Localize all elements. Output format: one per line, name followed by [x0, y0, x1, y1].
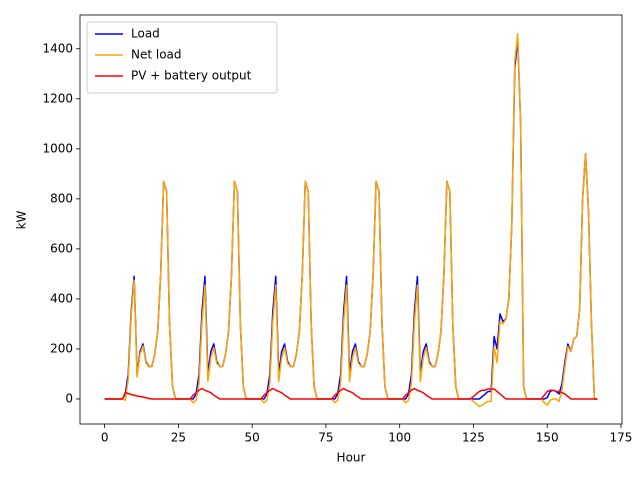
y-tick-label: 200 — [50, 341, 73, 355]
x-tick-label: 25 — [171, 431, 186, 445]
legend-label: Load — [131, 27, 160, 41]
x-tick-label: 50 — [245, 431, 260, 445]
y-tick-label: 1200 — [42, 91, 73, 105]
x-tick-label: 125 — [462, 431, 485, 445]
x-tick-label: 75 — [318, 431, 333, 445]
x-tick-label: 175 — [610, 431, 633, 445]
y-tick-label: 0 — [65, 391, 73, 405]
legend: Load Net load PV + battery output — [86, 21, 278, 94]
x-axis-label: Hour — [337, 451, 366, 465]
y-tick-label: 400 — [50, 291, 73, 305]
y-tick-label: 1400 — [42, 41, 73, 55]
legend-label: PV + battery output — [131, 69, 252, 83]
series-line — [104, 387, 598, 400]
y-tick-label: 800 — [50, 191, 73, 205]
x-tick-label: 0 — [101, 431, 109, 445]
legend-label: Net load — [131, 48, 182, 62]
legend-box — [86, 21, 278, 94]
x-tick-label: 150 — [536, 431, 559, 445]
plot-frame — [79, 14, 623, 425]
x-tick-label: 100 — [388, 431, 411, 445]
y-axis-label: kW — [15, 210, 29, 229]
y-tick-label: 600 — [50, 241, 73, 255]
y-tick-label: 1000 — [42, 141, 73, 155]
